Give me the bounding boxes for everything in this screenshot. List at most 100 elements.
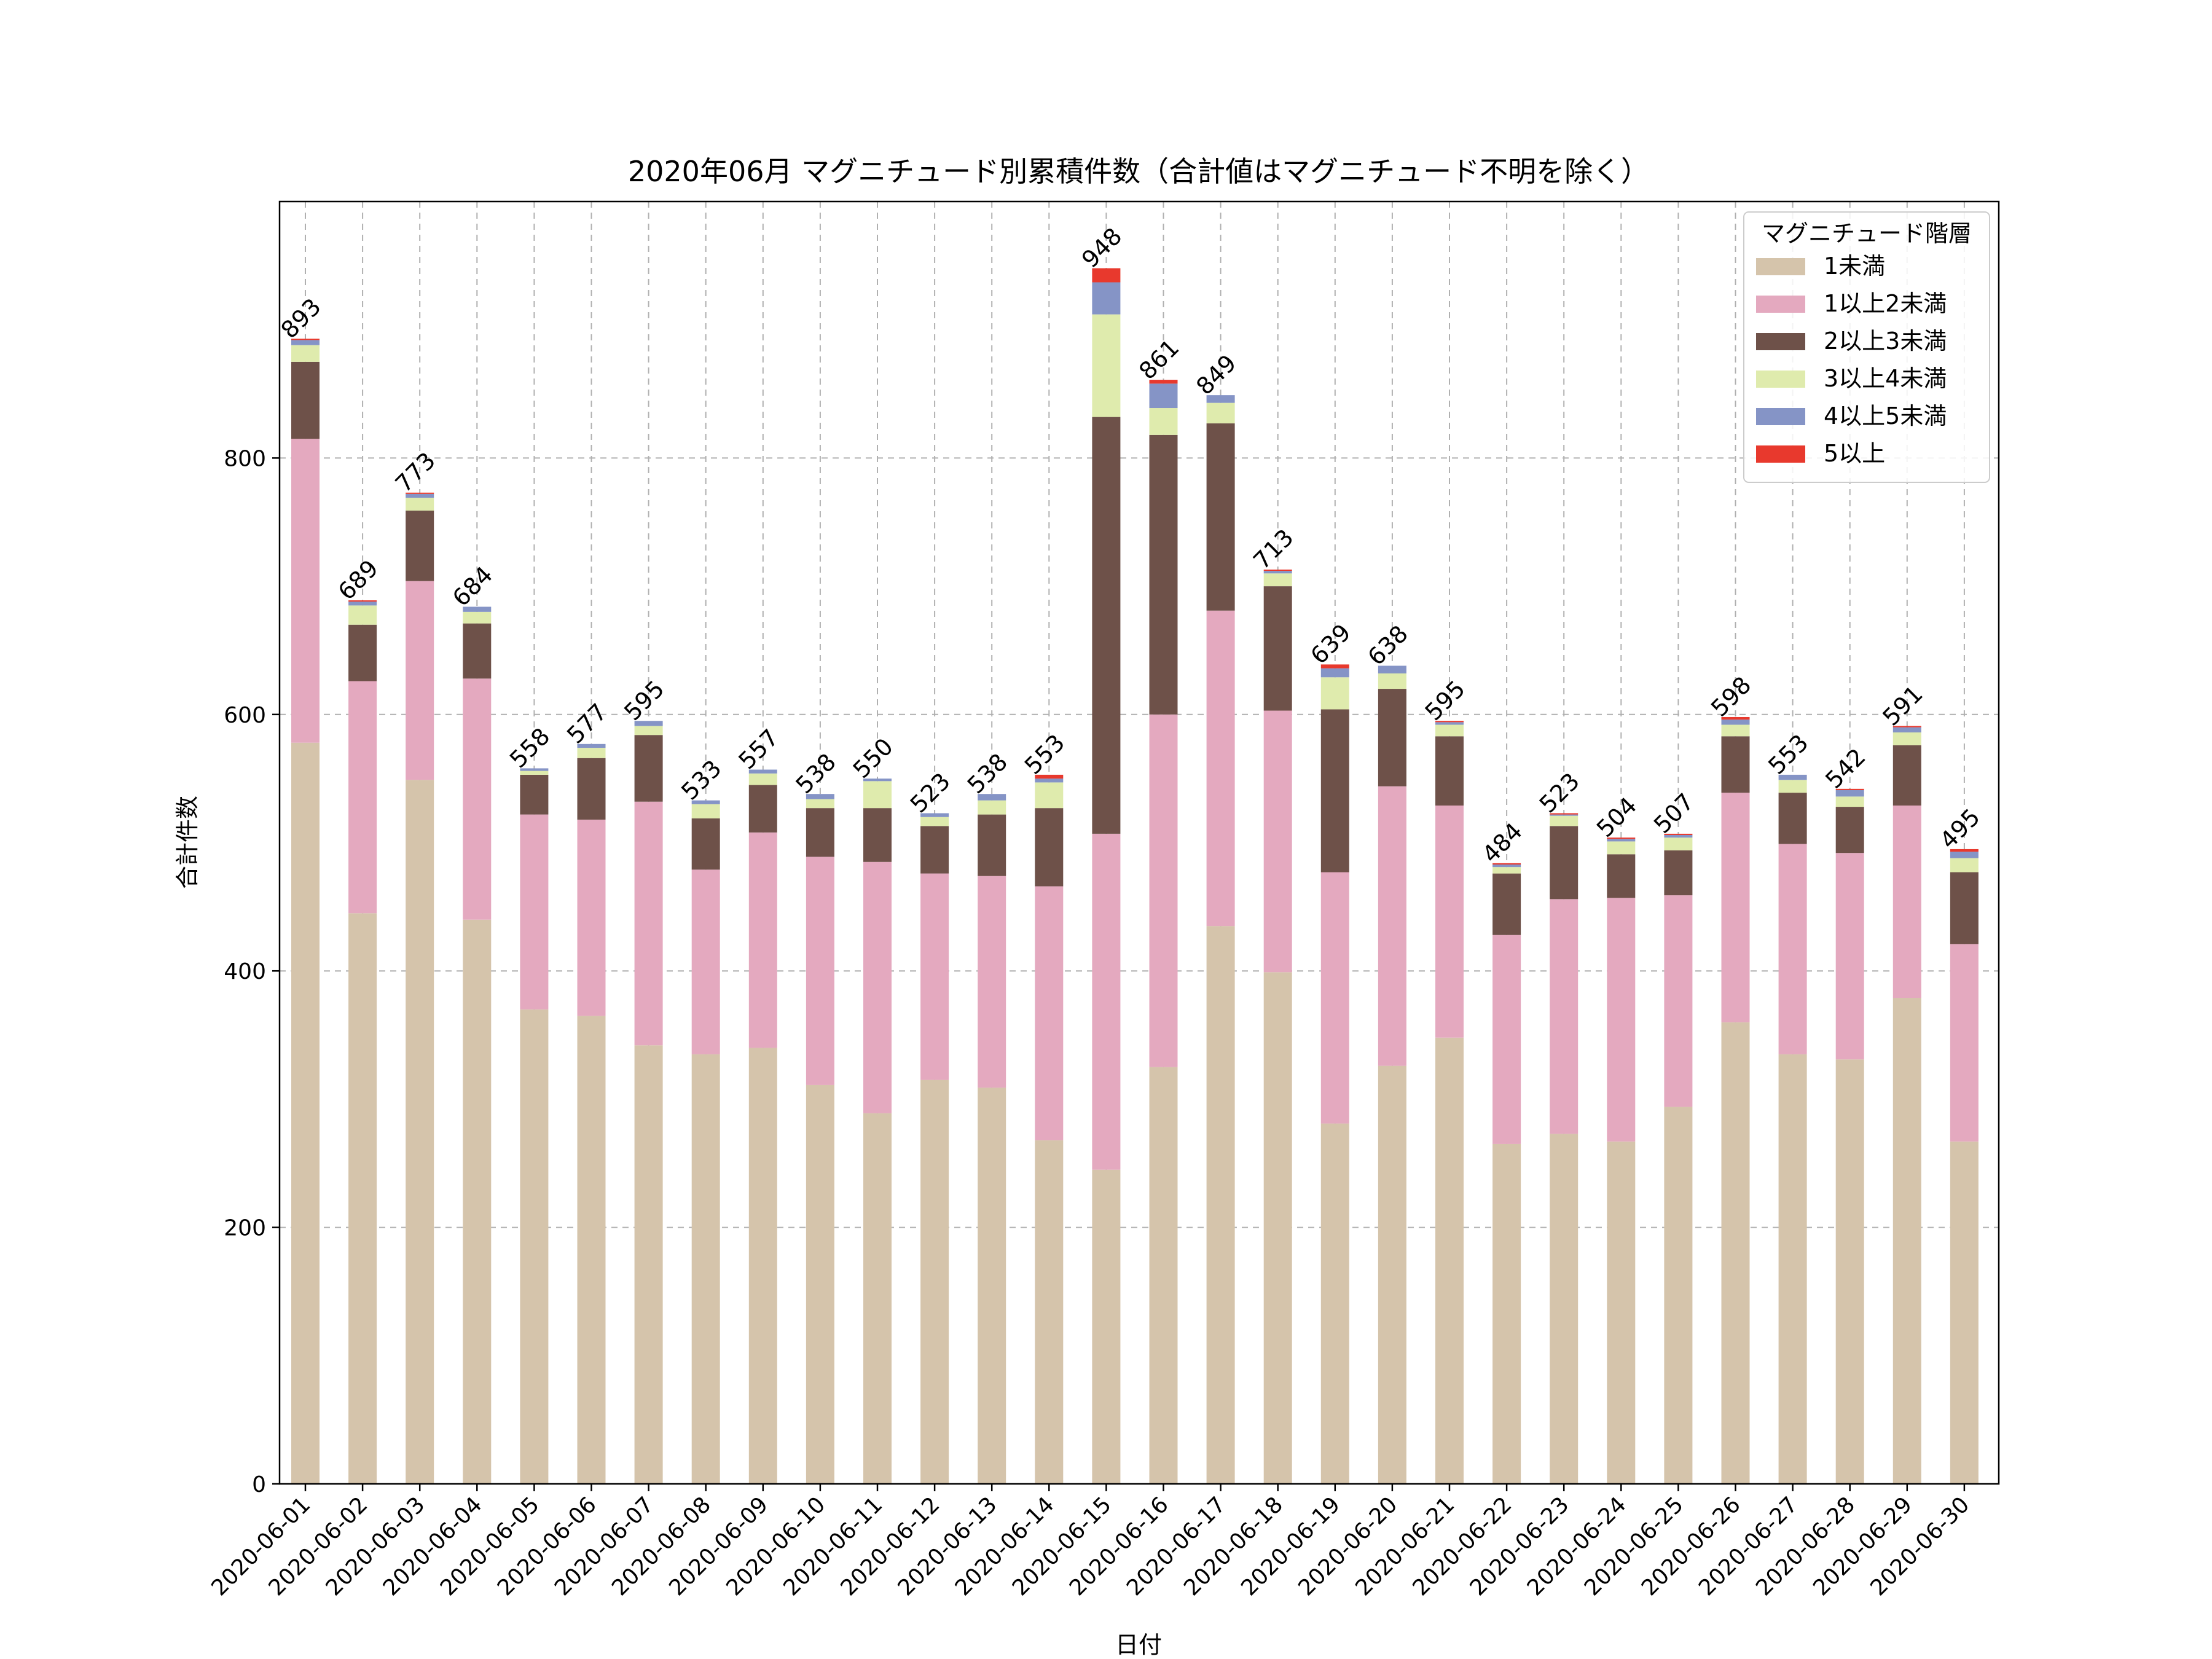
- bar-segment: [1435, 722, 1464, 725]
- bar-segment: [1721, 736, 1750, 793]
- total-label: 948: [1077, 222, 1127, 273]
- x-tick-label: 2020-06-10: [721, 1492, 830, 1601]
- bar-segment: [1950, 1141, 1979, 1484]
- bar-segment: [1092, 268, 1121, 283]
- bar-segment: [1721, 720, 1750, 725]
- total-label: 689: [333, 555, 383, 605]
- bar-segment: [406, 493, 434, 498]
- legend-swatch: [1756, 333, 1805, 350]
- bar-segment: [978, 800, 1006, 815]
- bar-segment: [1664, 833, 1693, 835]
- bar-segment: [1550, 1134, 1579, 1484]
- total-label: 684: [447, 561, 498, 611]
- bar-segment: [1550, 899, 1579, 1134]
- bar-segment: [1149, 434, 1178, 715]
- x-tick-label: 2020-06-30: [1865, 1492, 1974, 1601]
- total-label: 495: [1935, 804, 1985, 854]
- bar-segment: [520, 771, 549, 775]
- bar-segment: [406, 510, 434, 581]
- bar-segment: [1492, 867, 1521, 874]
- total-label: 542: [1820, 743, 1870, 793]
- bar-segment: [1435, 1037, 1464, 1484]
- bar-segment: [1092, 833, 1121, 1170]
- bar-segment: [577, 748, 606, 758]
- legend: マグニチュード階層 1未満 1以上2未満 2以上3未満 3以上4未満 4以上5未満 5以上: [1743, 211, 1990, 483]
- bar-segment: [1035, 782, 1064, 809]
- plot-frame: [278, 200, 2000, 1485]
- bar-segment: [1435, 721, 1464, 723]
- bar-segment: [920, 813, 949, 817]
- bar-segment: [1835, 1059, 1864, 1484]
- y-axis-label: 合計件数: [174, 796, 201, 889]
- bar-segment: [1607, 898, 1636, 1142]
- x-tick-label: 2020-06-12: [836, 1492, 945, 1601]
- bar-segment: [463, 919, 492, 1484]
- bar-segment: [1035, 886, 1064, 1140]
- bar-segment: [1435, 805, 1464, 1038]
- x-tick-label: 2020-06-13: [893, 1492, 1002, 1601]
- total-label: 595: [619, 675, 669, 726]
- bar-segment: [1149, 1067, 1178, 1484]
- x-tick-label: 2020-06-28: [1751, 1492, 1860, 1601]
- bar-segment: [1950, 872, 1979, 944]
- bar-segment: [806, 857, 834, 1085]
- total-label: 504: [1591, 792, 1642, 842]
- y-tick-label: 600: [224, 703, 266, 728]
- bar-segment: [1664, 1107, 1693, 1484]
- bar-segment: [920, 826, 949, 874]
- bar-segment: [748, 773, 777, 785]
- total-label: 533: [676, 755, 726, 805]
- x-tick-label: 2020-06-01: [206, 1492, 315, 1601]
- legend-entry: 4以上5未満: [1824, 402, 1947, 429]
- total-label: 577: [562, 698, 612, 748]
- bar-segment: [1492, 1143, 1521, 1484]
- x-tick-label: 2020-06-08: [607, 1492, 716, 1601]
- bar-segment: [1206, 395, 1235, 403]
- total-label: 639: [1305, 619, 1355, 669]
- bar-segment: [1492, 873, 1521, 935]
- bar-segment: [1263, 586, 1292, 711]
- bar-segment: [1664, 837, 1693, 851]
- x-tick-label: 2020-06-05: [436, 1492, 544, 1601]
- bar-segment: [978, 794, 1006, 801]
- total-label: 523: [1534, 767, 1585, 818]
- y-tick-label: 0: [252, 1472, 266, 1497]
- bar-segment: [291, 339, 320, 340]
- bar-segment: [978, 814, 1006, 876]
- bar-segment: [920, 873, 949, 1080]
- bars-layer: [291, 268, 1979, 1484]
- bar-segment: [1835, 790, 1864, 797]
- x-tick-label: 2020-06-19: [1236, 1492, 1345, 1601]
- x-tick-label: 2020-06-27: [1694, 1492, 1803, 1601]
- bar-segment: [691, 804, 720, 818]
- x-tick-label: 2020-06-18: [1179, 1492, 1288, 1601]
- total-label: 861: [1134, 334, 1184, 385]
- x-tick-label: 2020-06-21: [1351, 1492, 1459, 1601]
- y-tick-label: 200: [224, 1216, 266, 1241]
- bar-segment: [806, 1084, 834, 1484]
- bar-segment: [577, 758, 606, 820]
- bar-segment: [520, 814, 549, 1010]
- x-tick-label: 2020-06-04: [378, 1492, 487, 1601]
- y-axis: 0 200 400 600 800: [224, 446, 280, 1497]
- bar-segment: [291, 439, 320, 743]
- bar-segment: [1378, 786, 1406, 1066]
- bar-segment: [348, 681, 377, 914]
- chart-title: 2020年06月 マグニチュード別累積件数（合計値はマグニチュード不明を除く）: [628, 155, 1649, 188]
- bar-segment: [806, 808, 834, 857]
- bar-segment: [1320, 1123, 1349, 1484]
- bar-segment: [348, 624, 377, 681]
- bar-segment: [634, 735, 663, 802]
- bar-segment: [348, 605, 377, 625]
- legend-swatch: [1756, 296, 1805, 313]
- bar-segment: [1778, 780, 1807, 793]
- bar-segment: [691, 818, 720, 870]
- x-axis-label: 日付: [1115, 1631, 1162, 1658]
- legend-title: マグニチュード階層: [1762, 220, 1972, 247]
- total-label: 598: [1706, 672, 1756, 722]
- bar-segment: [1492, 864, 1521, 868]
- bar-segment: [1835, 807, 1864, 853]
- bar-segment: [1721, 793, 1750, 1022]
- x-tick-label: 2020-06-11: [779, 1492, 887, 1601]
- bar-segment: [634, 1045, 663, 1484]
